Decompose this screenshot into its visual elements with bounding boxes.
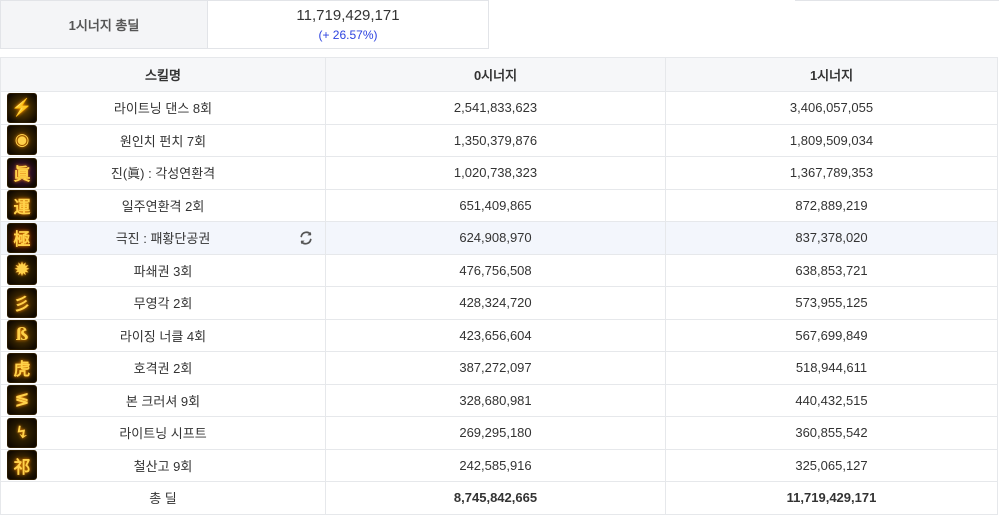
- synergy-0-damage: 423,656,604: [325, 318, 666, 352]
- skill-name: 일주연환격 2회: [121, 198, 205, 214]
- total-synergy-1: 11,719,429,171: [665, 481, 998, 515]
- lightning-dance-icon: ⚡: [7, 92, 37, 123]
- synergy-0-damage: 1,350,379,876: [325, 123, 666, 157]
- skill-name-cell: 彡 무영각 2회: [0, 286, 326, 320]
- table-row: 運 일주연환격 2회 651,409,865 872,889,219: [0, 188, 998, 222]
- skill-name: 무영각 2회: [133, 296, 193, 312]
- tiger-fist-icon: 虎: [7, 352, 37, 383]
- synergy-summary: 1시너지 총딜 11,719,429,171 (+ 26.57%): [0, 0, 489, 49]
- rising-knuckle-icon: ß: [7, 320, 37, 351]
- skill-name-cell: 祁 철산고 9회: [0, 448, 326, 482]
- synergy-1-damage: 3,406,057,055: [665, 91, 998, 125]
- synergy-1-damage: 325,065,127: [665, 448, 998, 482]
- synergy-1-damage: 440,432,515: [665, 383, 998, 417]
- header-skill-name: 스킬명: [0, 57, 326, 92]
- skill-name-cell: 虎 호격권 2회: [0, 351, 326, 385]
- synergy-1-damage: 360,855,542: [665, 416, 998, 450]
- synergy-0-damage: 269,295,180: [325, 416, 666, 450]
- skill-name: 라이징 너클 4회: [119, 328, 207, 344]
- synergy-1-damage: 573,955,125: [665, 286, 998, 320]
- skill-name: 본 크러셔 9회: [125, 393, 201, 409]
- table-row: ◉ 원인치 펀치 7회 1,350,379,876 1,809,509,034: [0, 123, 998, 157]
- skill-name-cell: 眞 진(眞) : 각성연환격: [0, 156, 326, 190]
- summary-value: 11,719,429,171 (+ 26.57%): [208, 1, 488, 48]
- synergy-0-damage: 387,272,097: [325, 351, 666, 385]
- synergy-0-damage: 651,409,865: [325, 188, 666, 222]
- table-row: ⚡ 라이트닝 댄스 8회 2,541,833,623 3,406,057,055: [0, 91, 998, 125]
- total-synergy-0: 8,745,842,665: [325, 481, 666, 515]
- lightning-shift-icon: ↯: [7, 417, 37, 448]
- skill-name: 파쇄권 3회: [133, 263, 193, 279]
- synergy-1-damage: 872,889,219: [665, 188, 998, 222]
- table-header-row: 스킬명 0시너지 1시너지: [0, 57, 998, 92]
- skill-name-cell: ◉ 원인치 펀치 7회: [0, 123, 326, 157]
- synergy-1-damage: 518,944,611: [665, 351, 998, 385]
- header-synergy-1: 1시너지: [665, 57, 998, 92]
- synergy-0-damage: 2,541,833,623: [325, 91, 666, 125]
- synergy-1-damage: 1,367,789,353: [665, 156, 998, 190]
- table-row: ≶ 본 크러셔 9회 328,680,981 440,432,515: [0, 383, 998, 417]
- summary-label: 1시너지 총딜: [1, 1, 208, 48]
- total-row: 총 딜 8,745,842,665 11,719,429,171: [0, 481, 998, 515]
- synergy-0-damage: 328,680,981: [325, 383, 666, 417]
- skill-name: 극진 : 패황단공권: [115, 231, 211, 247]
- synergy-1-damage: 1,809,509,034: [665, 123, 998, 157]
- synergy-1-damage: 837,378,020: [665, 221, 998, 255]
- table-row: ✹ 파쇄권 3회 476,756,508 638,853,721: [0, 253, 998, 287]
- ilju-combo-icon: 運: [7, 190, 37, 221]
- shadowless-kick-icon: 彡: [7, 287, 37, 318]
- header-synergy-0: 0시너지: [325, 57, 666, 92]
- skill-name-cell: ≶ 본 크러셔 9회: [0, 383, 326, 417]
- skill-name: 라이트닝 시프트: [119, 426, 207, 442]
- table-row: 祁 철산고 9회 242,585,916 325,065,127: [0, 448, 998, 482]
- divider: [795, 0, 999, 1]
- skill-name-cell: ß 라이징 너클 4회: [0, 318, 326, 352]
- geukjin-icon: 極: [7, 222, 37, 253]
- skill-damage-table: 스킬명 0시너지 1시너지 ⚡ 라이트닝 댄스 8회 2,541,833,623 3,…: [0, 57, 998, 515]
- refresh-icon[interactable]: [299, 231, 313, 245]
- true-awakening-icon: 眞: [7, 157, 37, 188]
- synergy-0-damage: 1,020,738,323: [325, 156, 666, 190]
- skill-name: 원인치 펀치 7회: [119, 133, 207, 149]
- skill-name: 진(眞) : 각성연환격: [110, 166, 216, 182]
- summary-change-percent: (+ 26.57%): [318, 27, 378, 42]
- table-row: 眞 진(眞) : 각성연환격 1,020,738,323 1,367,789,353: [0, 156, 998, 190]
- synergy-0-damage: 242,585,916: [325, 448, 666, 482]
- iron-mountain-icon: 祁: [7, 450, 37, 481]
- table-row: ↯ 라이트닝 시프트 269,295,180 360,855,542: [0, 416, 998, 450]
- skill-name: 라이트닝 댄스 8회: [113, 101, 213, 117]
- summary-total: 11,719,429,171: [296, 6, 400, 24]
- skill-name-cell: ↯ 라이트닝 시프트: [0, 416, 326, 450]
- bone-crusher-icon: ≶: [7, 385, 37, 416]
- synergy-1-damage: 567,699,849: [665, 318, 998, 352]
- skill-name: 철산고 9회: [133, 458, 193, 474]
- synergy-0-damage: 476,756,508: [325, 253, 666, 287]
- synergy-0-damage: 428,324,720: [325, 286, 666, 320]
- skill-name: 호격권 2회: [133, 361, 193, 377]
- skill-name-cell: 運 일주연환격 2회: [0, 188, 326, 222]
- skill-name-cell: 極 극진 : 패황단공권: [0, 221, 326, 255]
- one-inch-punch-icon: ◉: [7, 125, 37, 156]
- synergy-1-damage: 638,853,721: [665, 253, 998, 287]
- total-label: 총 딜: [0, 481, 326, 515]
- crush-fist-icon: ✹: [7, 255, 37, 286]
- table-row: 彡 무영각 2회 428,324,720 573,955,125: [0, 286, 998, 320]
- table-row: ß 라이징 너클 4회 423,656,604 567,699,849: [0, 318, 998, 352]
- table-row: 極 극진 : 패황단공권 624,908,970 837,378,020: [0, 221, 998, 255]
- skill-name-cell: ✹ 파쇄권 3회: [0, 253, 326, 287]
- skill-name-cell: ⚡ 라이트닝 댄스 8회: [0, 91, 326, 125]
- synergy-0-damage: 624,908,970: [325, 221, 666, 255]
- table-row: 虎 호격권 2회 387,272,097 518,944,611: [0, 351, 998, 385]
